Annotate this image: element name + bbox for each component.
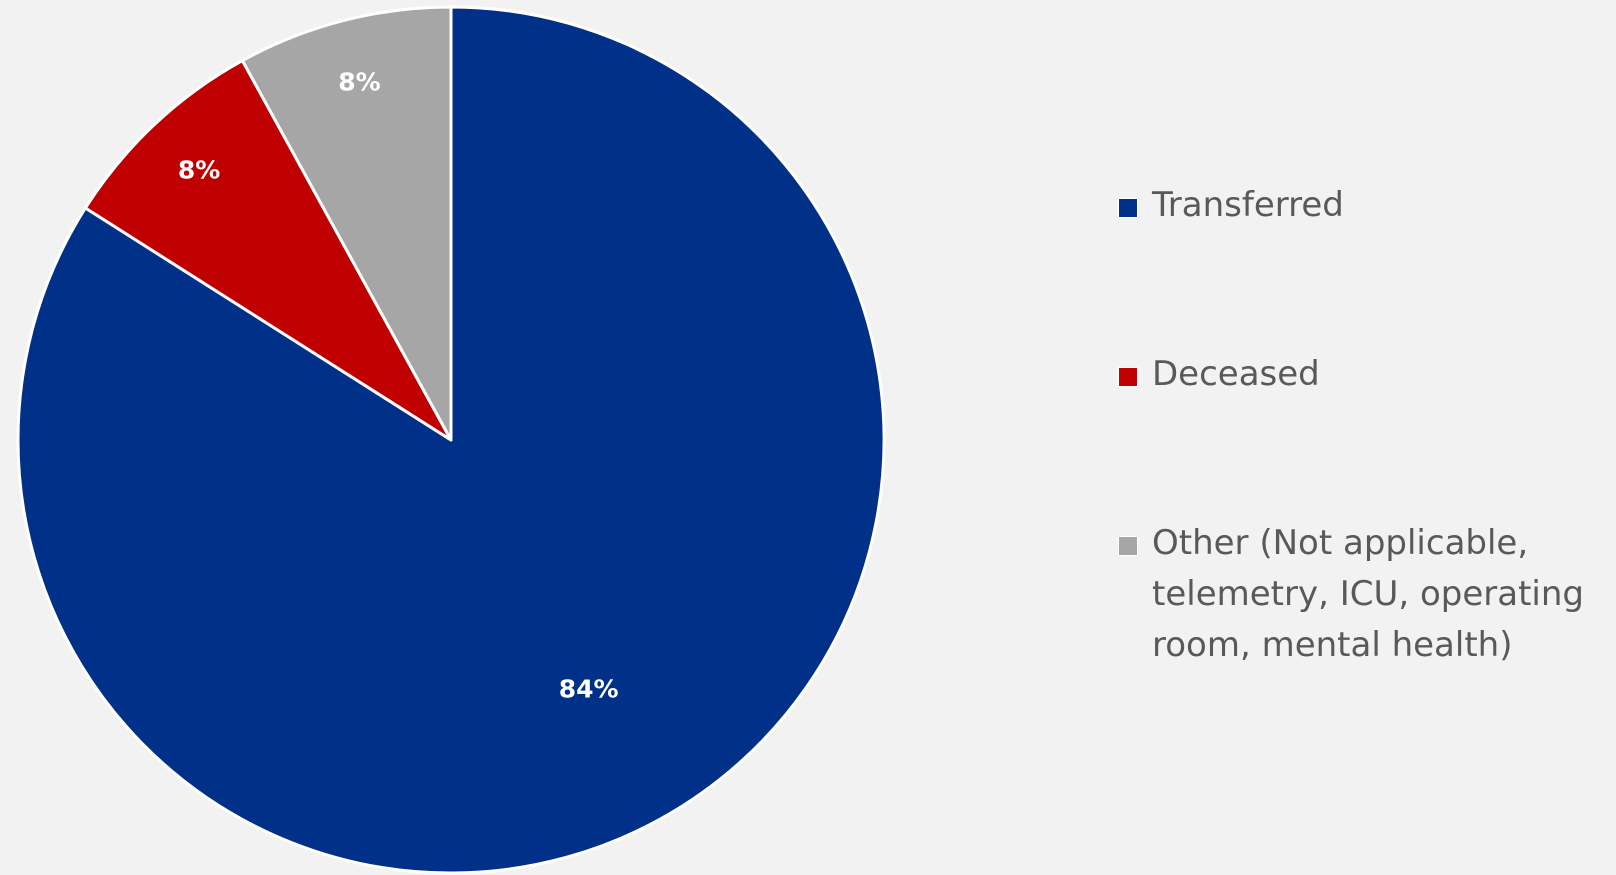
pie-slice bbox=[83, 59, 453, 442]
legend-swatch bbox=[1118, 198, 1138, 218]
data-label: 8% bbox=[178, 156, 220, 185]
legend-item: Deceased bbox=[1118, 349, 1602, 400]
legend-label: Other (Not applicable, telemetry, ICU, o… bbox=[1152, 523, 1584, 665]
data-label: 8% bbox=[338, 68, 380, 97]
data-label: 84% bbox=[559, 674, 619, 703]
legend-swatch bbox=[1118, 367, 1138, 387]
pie-slice bbox=[16, 5, 886, 875]
legend-swatch bbox=[1118, 536, 1138, 556]
legend-item: Transferred bbox=[1118, 180, 1602, 231]
legend-label: Transferred bbox=[1152, 185, 1344, 225]
legend-label: Deceased bbox=[1152, 354, 1320, 394]
pie-area: 84% 8% 8% bbox=[16, 5, 886, 875]
pie-slice bbox=[240, 5, 453, 442]
legend-item: Other (Not applicable, telemetry, ICU, o… bbox=[1118, 518, 1602, 671]
